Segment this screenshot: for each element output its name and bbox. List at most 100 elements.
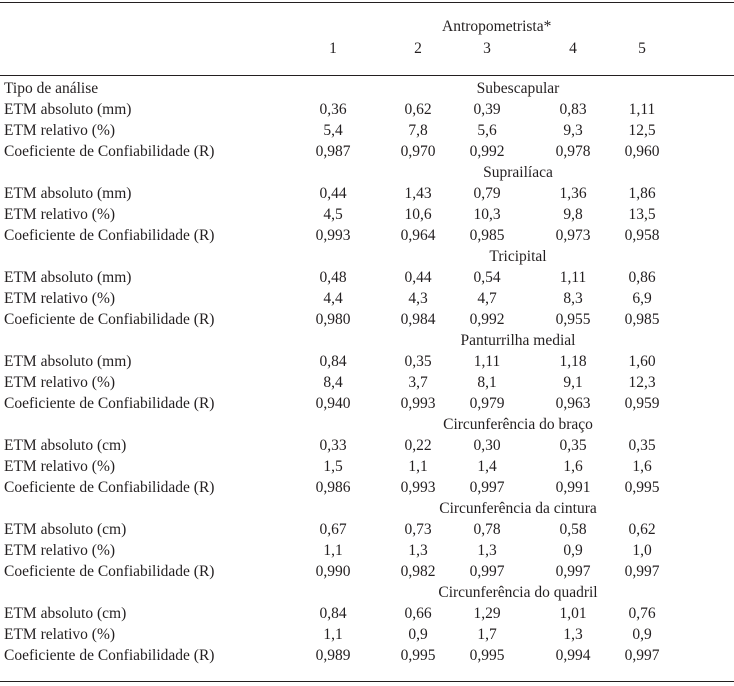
table-row: ETM absoluto (mm) 0,36 0,62 0,39 0,83 1,11 [0, 101, 734, 122]
table-row: Coeficiente de Confiabilidade (R) 0,986 0,… [0, 479, 734, 500]
table-cell: 1,11 [628, 101, 656, 118]
table-row: ETM absoluto (mm) 0,84 0,35 1,11 1,18 1,60 [0, 353, 734, 374]
table-cell: 0,990 [315, 563, 351, 580]
table-cell: 0,54 [473, 269, 501, 286]
table-cell: 10,3 [473, 206, 501, 223]
table-cell: 0,992 [469, 143, 505, 160]
table-cell: 0,993 [400, 479, 436, 496]
table-cell: 7,8 [408, 122, 428, 139]
row-label: ETM relativo (%) [4, 626, 116, 643]
table-cell: 8,1 [477, 374, 497, 391]
table-cell: 0,83 [559, 101, 587, 118]
table-cell: 0,987 [315, 143, 351, 160]
table-cell: 0,9 [632, 626, 652, 643]
table-cell: 4,4 [323, 290, 343, 307]
table-cell: 0,39 [473, 101, 501, 118]
table-cell: 0,980 [315, 311, 351, 328]
table-cell: 1,11 [473, 353, 501, 370]
table-cell: 4,5 [323, 206, 343, 223]
table-cell: 1,4 [477, 458, 497, 475]
row-label: ETM relativo (%) [4, 458, 116, 475]
row-label: ETM relativo (%) [4, 290, 116, 307]
table-row: Coeficiente de Confiabilidade (R) 0,980 0,… [0, 311, 734, 332]
table-cell: 0,44 [404, 269, 432, 286]
table-cell: 0,9 [563, 542, 583, 559]
table-cell: 0,997 [624, 647, 660, 664]
table-row: ETM absoluto (cm) 0,67 0,73 0,78 0,58 0,62 [0, 521, 734, 542]
table-cell: 9,3 [563, 122, 583, 139]
row-label: ETM absoluto (mm) [4, 101, 132, 118]
table-cell: 1,0 [632, 542, 652, 559]
table-cell: 4,3 [408, 290, 428, 307]
table-cell: 9,8 [563, 206, 583, 223]
table-cell: 1,43 [404, 185, 432, 202]
table-cell: 0,86 [628, 269, 656, 286]
section-title: Tricipital [489, 248, 547, 265]
table-cell: 12,3 [628, 374, 656, 391]
row-label: Coeficiente de Confiabilidade (R) [4, 311, 215, 328]
bottom-rule [0, 681, 734, 683]
column-header: 2 [414, 40, 422, 57]
table-cell: 1,86 [628, 185, 656, 202]
table-row: ETM relativo (%) 1,5 1,1 1,4 1,6 1,6 [0, 458, 734, 479]
table-cell: 0,963 [555, 395, 591, 412]
table-cell: 0,48 [319, 269, 347, 286]
table-cell: 1,3 [477, 542, 497, 559]
row-label: Coeficiente de Confiabilidade (R) [4, 227, 215, 244]
row-label: Coeficiente de Confiabilidade (R) [4, 647, 215, 664]
table-row: ETM absoluto (cm) 0,33 0,22 0,30 0,35 0,35 [0, 437, 734, 458]
table-cell: 0,993 [400, 395, 436, 412]
table-row: ETM relativo (%) 1,1 1,3 1,3 0,9 1,0 [0, 542, 734, 563]
table-cell: 0,991 [555, 479, 591, 496]
table-cell: 1,1 [323, 542, 343, 559]
table-row: ETM absoluto (mm) 0,48 0,44 0,54 1,11 0,86 [0, 269, 734, 290]
table-cell: 0,960 [624, 143, 660, 160]
row-label: ETM relativo (%) [4, 374, 116, 391]
table-cell: 0,78 [473, 521, 501, 538]
table-row: ETM relativo (%) 5,4 7,8 5,6 9,3 12,5 [0, 122, 734, 143]
table-cell: 0,997 [469, 563, 505, 580]
row-label: ETM absoluto (cm) [4, 521, 127, 538]
table-cell: 0,62 [628, 521, 656, 538]
row-label: ETM absoluto (mm) [4, 353, 132, 370]
section-title: Panturrilha medial [460, 332, 576, 349]
table-cell: 1,11 [559, 269, 587, 286]
table-cell: 1,3 [408, 542, 428, 559]
table-cell: 8,3 [563, 290, 583, 307]
table-cell: 0,993 [315, 227, 351, 244]
table-cell: 1,5 [323, 458, 343, 475]
table-cell: 0,973 [555, 227, 591, 244]
table-cell: 1,29 [473, 605, 501, 622]
table-cell: 0,62 [404, 101, 432, 118]
table-cell: 10,6 [404, 206, 432, 223]
table-cell: 1,3 [563, 626, 583, 643]
row-label: ETM relativo (%) [4, 542, 116, 559]
table-cell: 0,997 [624, 563, 660, 580]
table-row: ETM relativo (%) 8,4 3,7 8,1 9,1 12,3 [0, 374, 734, 395]
table-cell: 13,5 [628, 206, 656, 223]
table-cell: 0,76 [628, 605, 656, 622]
row-label: Coeficiente de Confiabilidade (R) [4, 395, 215, 412]
table-row: ETM absoluto (cm) 0,84 0,66 1,29 1,01 0,76 [0, 605, 734, 626]
row-label: ETM absoluto (mm) [4, 185, 132, 202]
table-row: Coeficiente de Confiabilidade (R) 0,940 0,… [0, 395, 734, 416]
table-cell: 0,66 [404, 605, 432, 622]
table-cell: 1,1 [408, 458, 428, 475]
table-cell: 0,44 [319, 185, 347, 202]
table-cell: 0,30 [473, 437, 501, 454]
table-cell: 0,67 [319, 521, 347, 538]
table-row: Coeficiente de Confiabilidade (R) 0,987 0,… [0, 143, 734, 164]
row-label: ETM relativo (%) [4, 206, 116, 223]
table-row: ETM relativo (%) 1,1 0,9 1,7 1,3 0,9 [0, 626, 734, 647]
table-cell: 0,997 [469, 479, 505, 496]
table-cell: 0,970 [400, 143, 436, 160]
table-cell: 6,9 [632, 290, 652, 307]
row-label: ETM relativo (%) [4, 122, 116, 139]
table-cell: 0,979 [469, 395, 505, 412]
table-cell: 0,989 [315, 647, 351, 664]
section-title: Suprailíaca [483, 164, 553, 181]
table-cell: 0,22 [404, 437, 432, 454]
table-cell: 0,985 [469, 227, 505, 244]
section-title: Circunferência do quadril [438, 584, 598, 601]
